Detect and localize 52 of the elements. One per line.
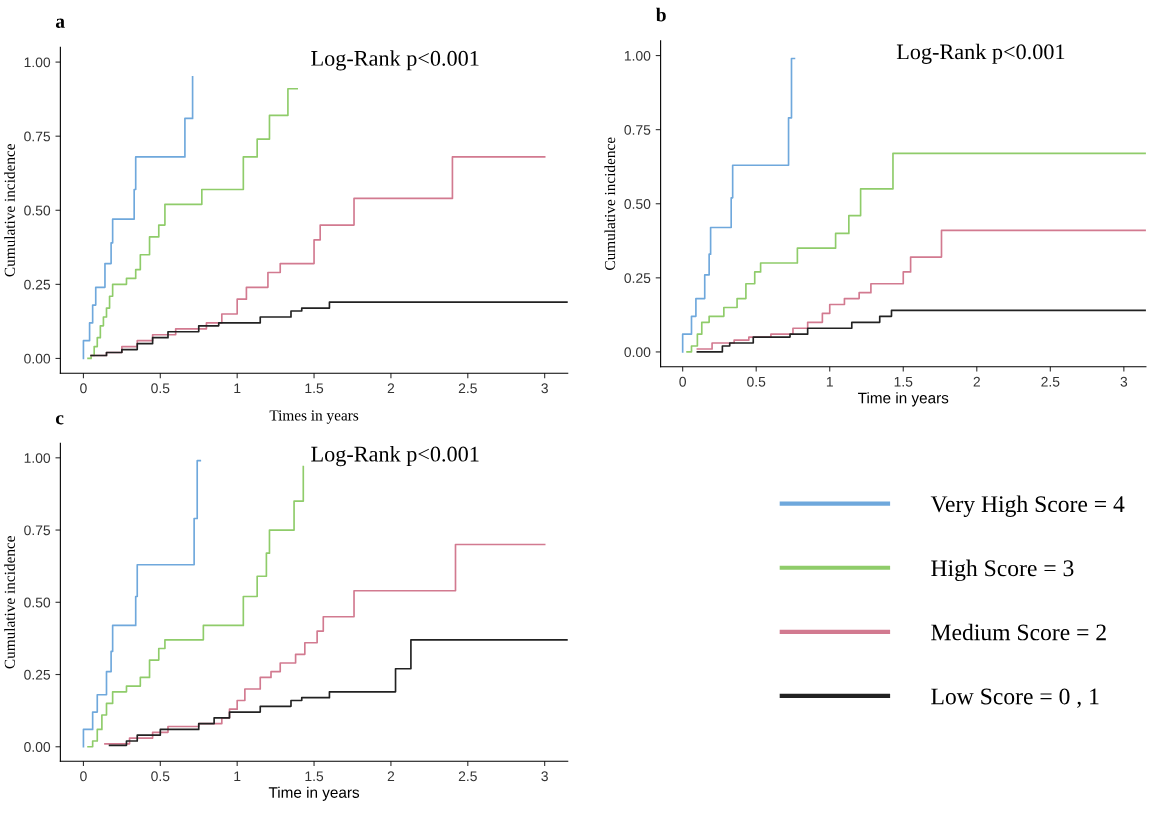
y-axis-title: Cumulative incidence [4, 143, 15, 277]
x-tick-label: 2 [387, 771, 395, 781]
x-tick-label: 3 [541, 383, 548, 394]
y-tick-label: 0.50 [24, 205, 51, 216]
x-tick-label: 2.5 [1041, 376, 1060, 387]
y-tick-label: 0.75 [624, 124, 651, 135]
x-tick-label: 1.5 [894, 376, 913, 387]
y-tick-label: 1.00 [624, 50, 651, 61]
x-tick-label: 2 [973, 376, 980, 387]
legend-label: High Score = 3 [931, 559, 1074, 582]
x-tick-label: 1.5 [305, 383, 324, 394]
annotation: Log-Rank p<0.001 [896, 43, 1065, 64]
x-tick-label: 1 [234, 771, 241, 781]
y-axis-title: Cumulative incidence [604, 137, 616, 270]
x-tick-label: 1 [234, 383, 241, 394]
x-tick-label: 0 [80, 771, 87, 782]
x-tick-label: 3 [541, 771, 548, 782]
y-tick-label: 0.00 [24, 742, 51, 752]
y-tick-label: 0.25 [24, 279, 51, 290]
x-tick-label: 2.5 [458, 383, 477, 394]
annotation: Log-Rank p<0.001 [311, 445, 479, 467]
x-tick-label: 2 [387, 383, 395, 394]
x-tick-label: 0.5 [747, 376, 766, 387]
y-tick-label: 0.25 [624, 273, 651, 284]
x-tick-label: 3 [1120, 376, 1128, 387]
y-tick-label: 1.00 [24, 453, 51, 463]
x-tick-label: 0.5 [151, 383, 170, 394]
y-tick-label: 0.50 [624, 199, 651, 209]
x-axis-title: Time in years [268, 786, 360, 801]
x-tick-label: 1 [826, 376, 833, 387]
y-tick-label: 0.50 [24, 597, 51, 608]
x-tick-label: 0.5 [151, 771, 170, 782]
y-tick-label: 0.75 [24, 131, 51, 142]
chart-title: a [55, 18, 65, 28]
y-tick-label: 0.25 [24, 669, 51, 680]
y-tick-label: 0.00 [624, 347, 651, 358]
chart-title: c [55, 415, 64, 425]
x-tick-label: 0 [80, 383, 87, 394]
x-tick-label: 1.5 [305, 771, 324, 782]
x-axis-title: Time in years [858, 392, 949, 407]
annotation: Log-Rank p<0.001 [311, 50, 479, 71]
legend-label: Very High Score = 4 [930, 495, 1125, 517]
y-axis-title: Cumulative incidence [4, 536, 15, 669]
legend-label: Medium Score = 2 [931, 623, 1106, 641]
chart-title: b [656, 7, 666, 22]
legend-label: Low Score = 0 , 1 [931, 688, 1099, 708]
y-tick-label: 0.75 [24, 525, 51, 536]
y-tick-label: 1.00 [24, 57, 51, 68]
x-tick-label: 0 [679, 376, 686, 387]
x-tick-label: 2.5 [458, 771, 477, 782]
y-tick-label: 0.00 [24, 353, 51, 364]
x-axis-title: Times in years [269, 410, 359, 424]
